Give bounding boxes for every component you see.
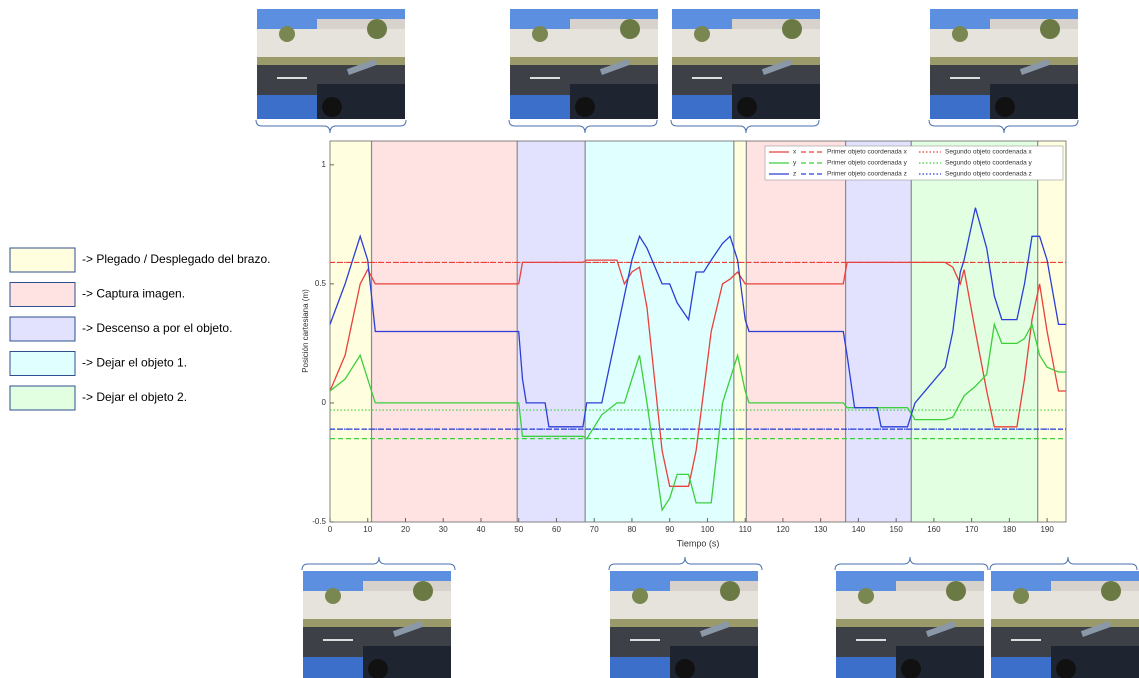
legend-label: Primer objeto coordenada z	[827, 171, 907, 178]
x-tick-label: 30	[439, 525, 448, 534]
phase-region	[1038, 141, 1066, 522]
y-axis-label: Posición cartesiana (m)	[301, 289, 310, 373]
legend-label: Primer objeto coordenada x	[827, 149, 908, 156]
phase-region	[911, 141, 1037, 522]
photo	[610, 571, 758, 678]
x-tick-label: 160	[927, 525, 941, 534]
x-tick-label: 10	[363, 525, 372, 534]
phase-swatch	[10, 317, 75, 341]
x-tick-label: 150	[889, 525, 903, 534]
x-tick-label: 20	[401, 525, 410, 534]
x-tick-label: 0	[328, 525, 333, 534]
bracket	[256, 120, 406, 133]
photo	[303, 571, 451, 678]
photo	[930, 9, 1078, 119]
photo	[991, 571, 1139, 678]
figure: 0102030405060708090100110120130140150160…	[0, 0, 1139, 678]
bracket	[835, 557, 988, 570]
phase-label: -> Dejar el objeto 2.	[82, 390, 187, 404]
x-tick-label: 70	[590, 525, 599, 534]
phase-swatch	[10, 248, 75, 272]
x-tick-label: 40	[477, 525, 486, 534]
x-tick-label: 90	[665, 525, 674, 534]
phase-swatch	[10, 283, 75, 307]
x-tick-label: 60	[552, 525, 561, 534]
legend-label: Segundo objeto coordenada x	[945, 149, 1032, 156]
phase-region	[517, 141, 585, 522]
legend-label: Segundo objeto coordenada y	[945, 160, 1032, 167]
bracket	[609, 557, 762, 570]
x-tick-label: 110	[739, 525, 752, 534]
phase-label: -> Captura imagen.	[82, 287, 185, 301]
phase-swatch	[10, 352, 75, 376]
y-tick-label: 0	[322, 398, 327, 407]
bracket	[671, 120, 819, 133]
bracket	[509, 120, 657, 133]
x-tick-label: 190	[1040, 525, 1054, 534]
phase-region	[846, 141, 912, 522]
x-tick-label: 130	[814, 525, 828, 534]
y-tick-label: 1	[322, 160, 327, 169]
phase-label: -> Dejar el objeto 1.	[82, 356, 187, 370]
legend-label: z	[793, 171, 796, 178]
phase-label: -> Descenso a por el objeto.	[82, 321, 232, 335]
bracket	[929, 120, 1078, 133]
legend-label: Segundo objeto coordenada z	[945, 171, 1032, 178]
x-tick-label: 170	[965, 525, 979, 534]
photo	[836, 571, 984, 678]
x-axis-label: Tiempo (s)	[677, 538, 720, 548]
bracket	[990, 557, 1137, 570]
phase-label: -> Plegado / Desplegado del brazo.	[82, 252, 270, 266]
photo	[257, 9, 405, 119]
y-tick-label: -0.5	[312, 517, 326, 526]
phase-region	[734, 141, 746, 522]
bracket	[302, 557, 455, 570]
x-tick-label: 100	[701, 525, 715, 534]
x-tick-label: 180	[1003, 525, 1017, 534]
phase-swatch	[10, 386, 75, 410]
x-tick-label: 80	[627, 525, 636, 534]
photo	[672, 9, 820, 119]
photo	[510, 9, 658, 119]
x-tick-label: 50	[514, 525, 523, 534]
legend-label: Primer objeto coordenada y	[827, 160, 908, 167]
x-tick-label: 140	[852, 525, 866, 534]
x-tick-label: 120	[776, 525, 790, 534]
y-tick-label: 0.5	[315, 279, 327, 288]
